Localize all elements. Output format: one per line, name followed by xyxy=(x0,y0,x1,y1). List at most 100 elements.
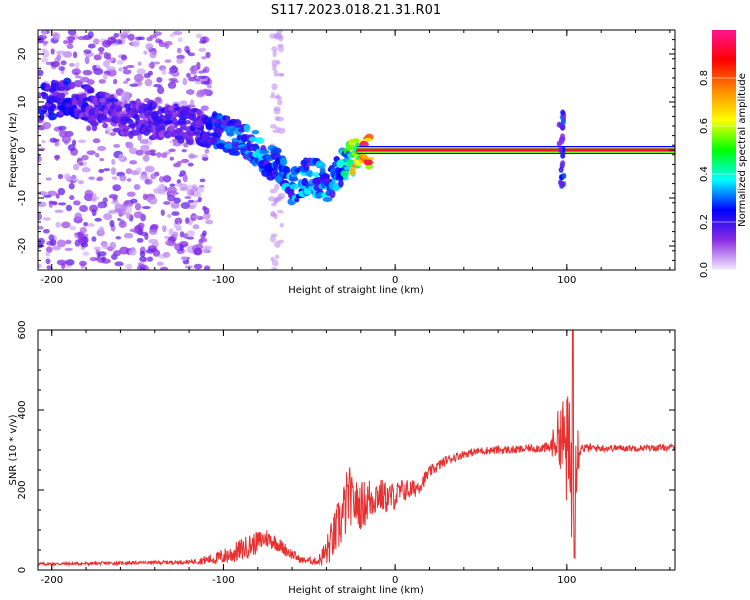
spectrogram-noise-blob xyxy=(183,233,188,239)
spectrogram-ridge-blob xyxy=(99,112,108,121)
x-tick-label: -100 xyxy=(212,575,235,586)
spectrogram-noise-blob xyxy=(139,267,146,270)
spectrogram-noise-blob xyxy=(168,228,174,236)
spectrogram-noise-blob xyxy=(97,46,105,53)
spectrogram-noise-blob xyxy=(171,65,177,71)
spectrogram-noise-blob xyxy=(61,135,71,144)
spectrogram-ridge-blob xyxy=(236,134,242,141)
spectrogram-noise-blob xyxy=(200,105,209,111)
spectrogram-noise-blob xyxy=(112,184,122,192)
spectrogram-noise-blob xyxy=(145,43,154,50)
spectrogram-noise-blob xyxy=(86,150,96,156)
spectrogram-noise-blob xyxy=(269,235,276,243)
spectrogram-ridge-blob xyxy=(560,152,566,159)
spectrogram-noise-blob xyxy=(159,266,169,270)
spectrogram-noise-blob xyxy=(75,62,80,70)
spectrogram-ridge-blob xyxy=(177,136,185,144)
spectrogram-noise-blob xyxy=(199,178,206,183)
spectrogram-ridge-blob xyxy=(255,137,265,144)
spectrogram-ridge-blob xyxy=(560,124,566,131)
spectrogram-ridge-blob xyxy=(89,87,95,94)
spectrogram-noise-blob xyxy=(202,157,209,161)
spectrogram-noise-blob xyxy=(144,165,155,173)
spectrogram-noise-blob xyxy=(123,232,134,239)
spectrogram-noise-blob xyxy=(195,33,203,39)
spectrogram-noise-blob xyxy=(276,30,283,34)
spectrogram-ridge-blob xyxy=(233,150,241,156)
spectrogram-noise-blob xyxy=(82,251,90,256)
spectrogram-noise-blob xyxy=(54,154,60,161)
spectrogram-noise-blob xyxy=(150,173,157,180)
spectrogram-noise-blob xyxy=(84,56,90,65)
spectrogram-noise-blob xyxy=(185,89,195,95)
spectrogram-noise-blob xyxy=(180,201,191,210)
spectrogram-ridge-blob xyxy=(50,103,57,110)
spectrogram-noise-blob xyxy=(139,256,147,263)
spectrogram-noise-blob xyxy=(134,202,142,211)
spectrogram-noise-blob xyxy=(194,80,203,85)
spectrogram-noise-blob xyxy=(66,43,74,50)
spectrogram-noise-blob xyxy=(202,246,210,253)
spectrogram-noise-blob xyxy=(271,83,278,91)
spectrogram-noise-blob xyxy=(55,221,61,228)
spectrogram-noise-blob xyxy=(136,81,143,86)
spectrogram-noise-blob xyxy=(103,52,109,59)
spectrogram-ridge-blob xyxy=(116,105,123,112)
spectrogram-noise-blob xyxy=(69,225,77,231)
spectrogram-noise-blob xyxy=(275,95,283,100)
spectrogram-noise-blob xyxy=(46,265,52,270)
spectrogram-noise-blob xyxy=(91,197,97,202)
spectrogram-ridge-blob xyxy=(164,113,173,120)
spectrogram-ridge-blob xyxy=(559,181,565,188)
spectrogram-noise-blob xyxy=(160,152,168,158)
spectrogram-noise-blob xyxy=(126,64,135,69)
spectrogram-noise-blob xyxy=(67,144,76,152)
spectrogram-noise-blob xyxy=(79,204,88,213)
spectrogram-noise-blob xyxy=(63,39,68,45)
spectrogram-noise-blob xyxy=(115,236,122,240)
spectrogram-ridge-blob xyxy=(151,101,158,109)
spectrogram-noise-blob xyxy=(79,260,87,267)
spectrogram-noise-blob xyxy=(173,197,181,204)
spectrogram-noise-blob xyxy=(169,33,176,38)
spectrogram-noise-blob xyxy=(271,259,279,267)
spectrogram-noise-blob xyxy=(179,231,185,238)
spectrogram-noise-blob xyxy=(45,246,53,254)
spectrogram-ridge-blob xyxy=(560,109,566,116)
spectrogram-noise-blob xyxy=(161,68,167,76)
spectrogram-noise-blob xyxy=(102,243,109,250)
spectrogram-noise-blob xyxy=(275,33,283,40)
spectrogram-noise-blob xyxy=(134,73,144,82)
spectrogram-noise-blob xyxy=(50,61,61,68)
spectrogram-noise-blob xyxy=(125,77,131,82)
spectrogram-noise-blob xyxy=(192,224,200,230)
spectrogram-noise-blob xyxy=(38,191,48,196)
spectrogram-noise-blob xyxy=(123,80,129,85)
spectrogram-noise-blob xyxy=(191,186,199,192)
spectrogram-noise-blob xyxy=(156,77,163,83)
spectrogram-ridge-blob xyxy=(311,172,322,177)
spectrogram-noise-blob xyxy=(269,33,276,39)
spectrogram-noise-blob xyxy=(57,173,64,180)
spectrogram-noise-blob xyxy=(117,217,122,222)
spectrogram-noise-blob xyxy=(54,141,60,147)
spectrogram-noise-blob xyxy=(71,139,77,147)
spectrogram-noise-blob xyxy=(41,30,47,37)
spectrogram-ridge-blob xyxy=(185,120,191,125)
spectrogram-noise-blob xyxy=(87,31,94,39)
spectrogram-noise-blob xyxy=(200,80,210,85)
spectrogram-noise-blob xyxy=(86,125,92,132)
spectrogram-noise-blob xyxy=(125,211,131,220)
x-tick-label: 100 xyxy=(557,575,576,586)
spectrogram-ridge-blob xyxy=(319,162,326,169)
spectrogram-noise-blob xyxy=(71,68,82,76)
spectrogram-noise-blob xyxy=(129,83,138,87)
spectrogram-noise-blob xyxy=(268,196,276,202)
spectrogram-noise-blob xyxy=(118,32,129,37)
spectrogram-noise-blob xyxy=(188,154,199,158)
spectrogram-noise-blob xyxy=(181,148,187,153)
spectrogram-noise-blob xyxy=(60,60,67,66)
spectrogram-noise-blob xyxy=(88,176,95,180)
spectrogram-noise-blob xyxy=(192,192,202,198)
